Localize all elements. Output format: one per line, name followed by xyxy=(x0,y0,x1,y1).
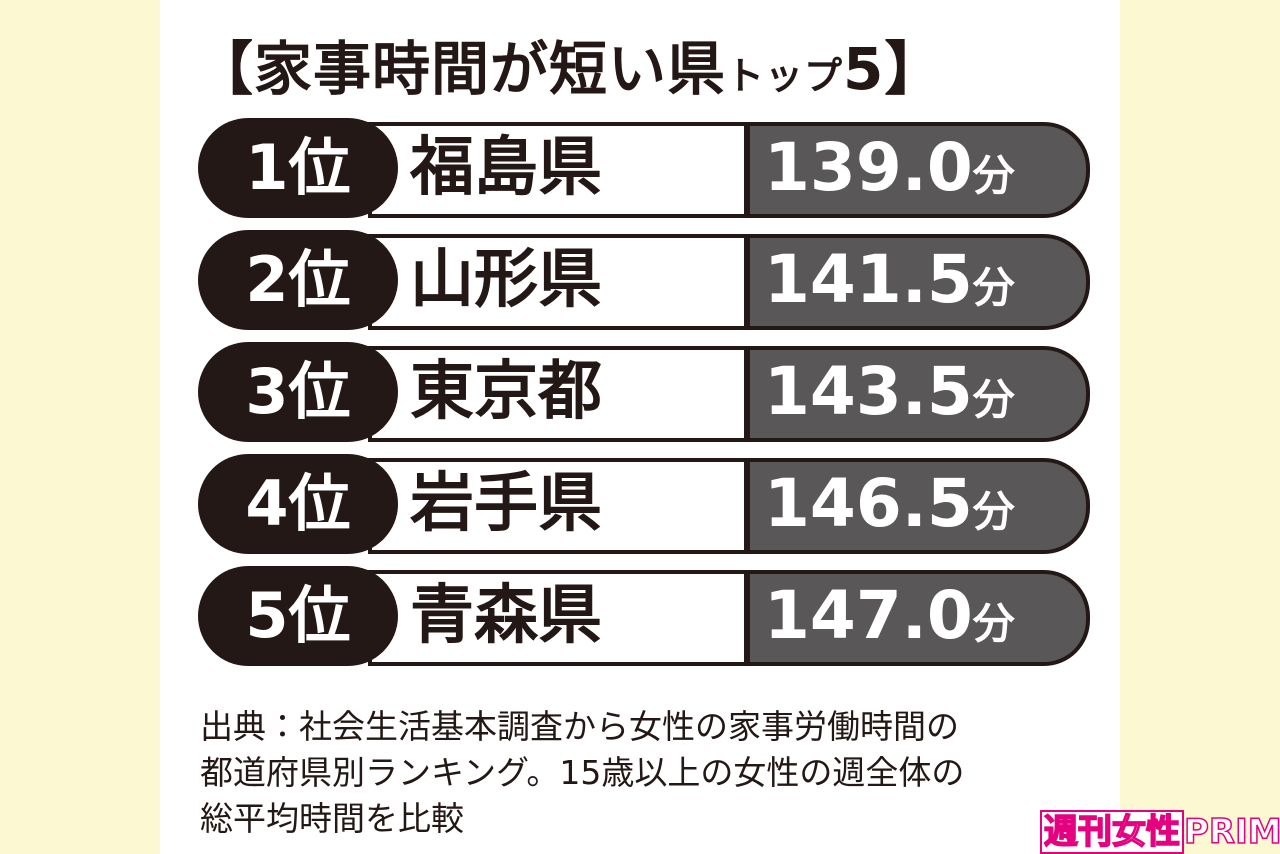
ranking-row: 5位 青森県 147.0分 xyxy=(198,566,1090,666)
value: 147.0 xyxy=(764,577,973,654)
title-suffix: 5】 xyxy=(843,35,944,103)
unit: 分 xyxy=(972,263,1015,312)
title-prefix: 【家事時間が短い県 xyxy=(195,35,727,103)
note-text: 総平均時間を比較 xyxy=(200,799,464,838)
value: 146.5 xyxy=(764,465,973,542)
rank-badge: 2位 xyxy=(198,230,398,330)
value: 141.5 xyxy=(764,241,973,318)
ranking-row: 3位 東京都 143.5分 xyxy=(198,342,1090,442)
title: 【家事時間が短い県トップ5】 xyxy=(195,22,943,106)
prefecture-cell: 岩手県 xyxy=(410,454,602,554)
prefecture-cell: 山形県 xyxy=(410,230,602,330)
ranking-row: 2位 山形県 141.5分 xyxy=(198,230,1090,330)
note-line: 出典：社会生活基本調査から女性の家事労働時間の xyxy=(200,700,959,748)
unit: 分 xyxy=(972,375,1015,424)
prefecture: 青森県 xyxy=(410,579,602,653)
rank-badge: 3位 xyxy=(198,342,398,442)
note-line: 都道府県別ランキング。15歳以上の女性の週全体の xyxy=(200,746,964,794)
prefecture-cell: 東京都 xyxy=(410,342,602,442)
value: 143.5 xyxy=(764,353,973,430)
value-box xyxy=(744,458,1090,554)
value-box xyxy=(744,346,1090,442)
prefecture: 福島県 xyxy=(410,131,602,205)
note-text: 出典：社会生活基本調査から女性の家事労働時間の xyxy=(200,707,959,746)
note-text: 都道府県別ランキング。15歳以上の女性の週全体の xyxy=(200,753,965,792)
note-line: 総平均時間を比較 xyxy=(200,792,464,840)
value-box xyxy=(744,570,1090,666)
rank-badge: 4位 xyxy=(198,454,398,554)
watermark-kanji: 週刊女性 xyxy=(1040,810,1184,854)
rank: 3位 xyxy=(245,355,351,428)
watermark: 週刊女性PRIME xyxy=(1040,804,1280,854)
value-box xyxy=(744,122,1090,218)
rank: 2位 xyxy=(245,243,351,316)
unit: 分 xyxy=(972,487,1015,536)
title-small: トップ xyxy=(726,54,844,98)
unit: 分 xyxy=(972,599,1015,648)
prefecture: 岩手県 xyxy=(410,467,602,541)
value: 139.0 xyxy=(764,129,973,206)
ranking-row: 1位 福島県 139.0分 xyxy=(198,118,1090,218)
rank-badge: 5位 xyxy=(198,566,398,666)
watermark-latin: PRIME xyxy=(1183,811,1280,853)
ranking-row: 4位 岩手県 146.5分 xyxy=(198,454,1090,554)
rank: 5位 xyxy=(245,579,351,652)
value-cell: 147.0分 xyxy=(764,566,1015,674)
prefecture: 山形県 xyxy=(410,243,602,317)
value-box xyxy=(744,234,1090,330)
rank: 4位 xyxy=(245,467,351,540)
value-cell: 143.5分 xyxy=(764,342,1015,450)
prefecture-cell: 福島県 xyxy=(410,118,602,218)
prefecture: 東京都 xyxy=(410,355,602,429)
unit: 分 xyxy=(972,151,1015,200)
value-cell: 141.5分 xyxy=(764,230,1015,338)
value-cell: 146.5分 xyxy=(764,454,1015,562)
rank: 1位 xyxy=(245,131,351,204)
rank-badge: 1位 xyxy=(198,118,398,218)
value-cell: 139.0分 xyxy=(764,118,1015,226)
prefecture-cell: 青森県 xyxy=(410,566,602,666)
